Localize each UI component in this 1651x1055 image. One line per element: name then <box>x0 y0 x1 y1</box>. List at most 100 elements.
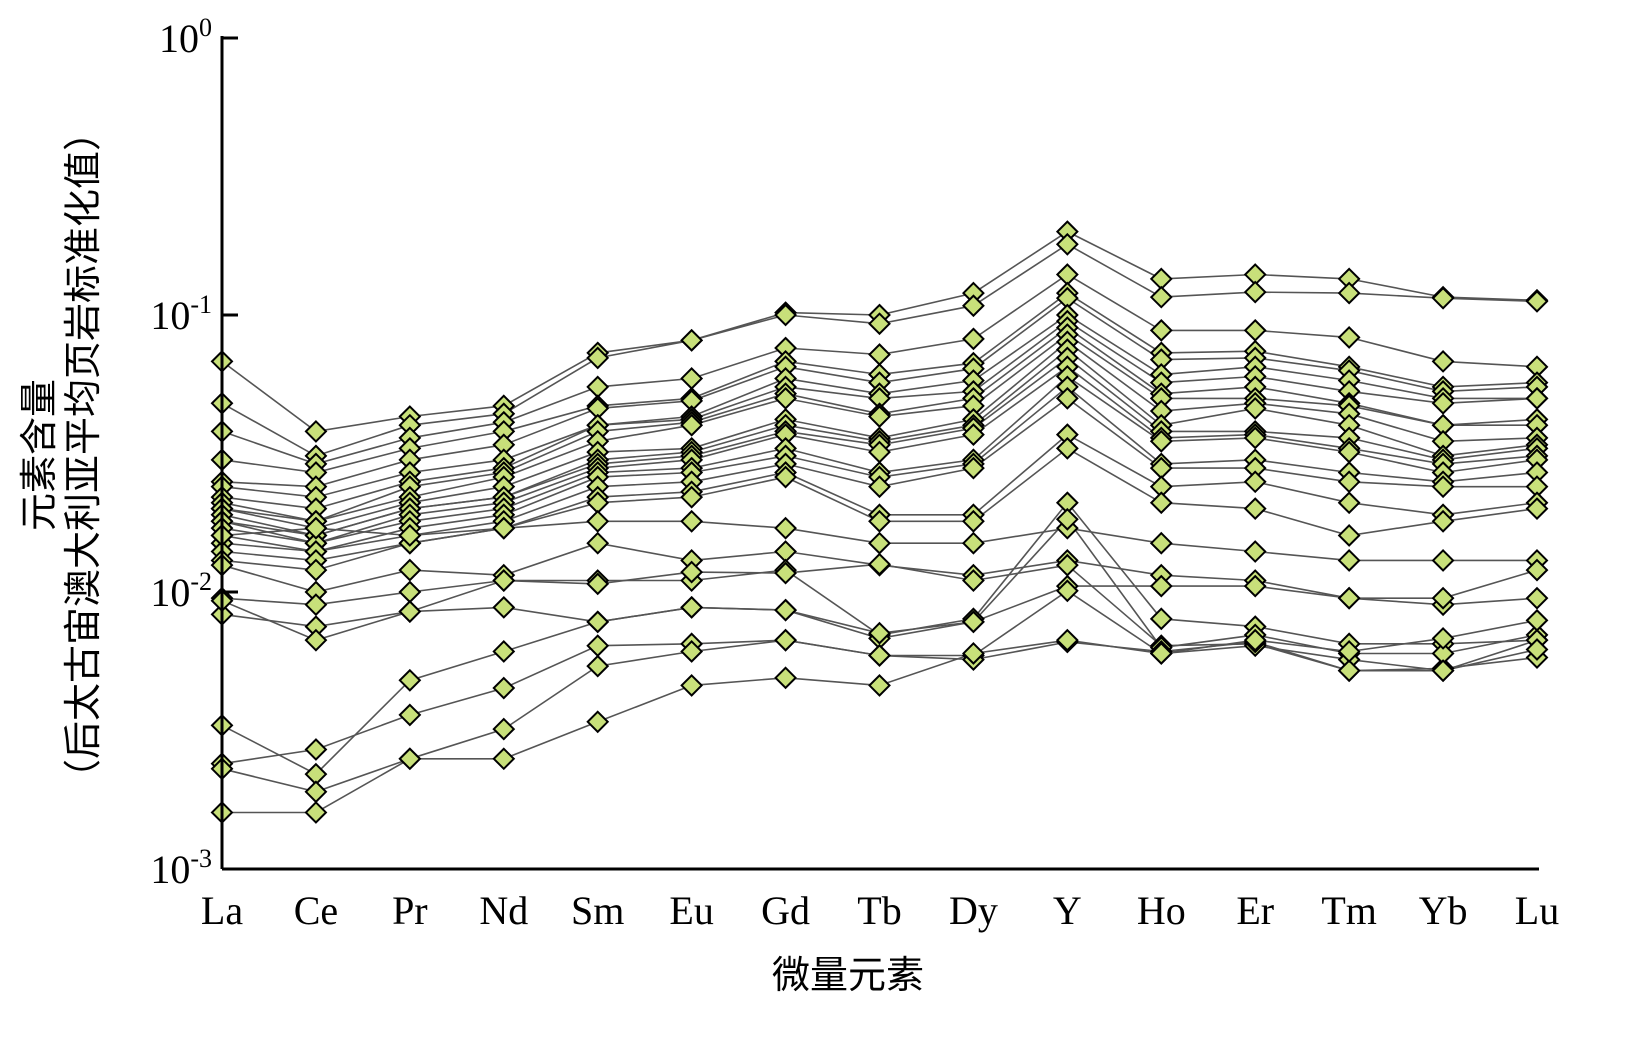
data-point-s25-Pr <box>398 703 422 727</box>
data-point-s22-Nd <box>492 595 516 619</box>
data-point-s3-Ho <box>1149 318 1173 342</box>
data-point-s26-Tb <box>868 644 891 667</box>
data-point-s23-Pr <box>398 600 422 623</box>
data-point-s2-Lu <box>1525 289 1549 313</box>
data-point-s14-Ho <box>1149 429 1173 453</box>
x-tick-label-Yb: Yb <box>1419 888 1468 933</box>
data-point-s23-Y <box>1055 553 1079 577</box>
data-point-s22-Yb <box>1431 586 1455 610</box>
data-point-s16-Tb <box>868 475 891 499</box>
data-point-s23-Dy <box>962 569 985 592</box>
data-point-s18-Y <box>1055 436 1079 460</box>
data-point-s24-Tb <box>868 621 891 645</box>
data-point-s24-Nd <box>492 640 516 663</box>
data-point-s19-Yb <box>1431 549 1455 572</box>
data-point-s27-Y <box>1055 628 1079 652</box>
data-point-s18-Ce <box>304 558 328 582</box>
data-point-s22-Lu <box>1525 558 1549 582</box>
data-point-s18-Eu <box>680 485 704 509</box>
y-tick-label: 10-2 <box>150 567 212 615</box>
x-tick-label-Pr: Pr <box>392 888 428 933</box>
data-point-s14-Er <box>1243 426 1267 450</box>
data-point-s27-Lu <box>1525 608 1549 632</box>
x-tick-label-La: La <box>201 888 243 933</box>
y-tick-label: 100 <box>159 13 212 61</box>
data-point-s26-Nd <box>492 717 516 741</box>
data-point-s3-Y <box>1055 263 1079 286</box>
data-point-s18-Er <box>1243 497 1267 521</box>
data-point-s24-Dy <box>962 610 985 634</box>
data-point-s18-Ho <box>1149 491 1173 515</box>
data-point-s27-Ho <box>1149 642 1173 665</box>
data-point-s21-Ho <box>1149 607 1173 631</box>
x-tick-label-Nd: Nd <box>479 888 528 933</box>
data-point-s2-Er <box>1243 280 1267 304</box>
x-tick-label-Ho: Ho <box>1137 888 1186 933</box>
data-point-s19-Tb <box>868 531 891 555</box>
data-point-s16-Dy <box>962 456 985 480</box>
data-point-s22-Er <box>1243 574 1267 598</box>
y-axis-title-line1: 元素含量 <box>19 379 61 531</box>
data-point-s27-Pr <box>398 747 422 771</box>
data-point-s19-Ce <box>304 516 328 540</box>
data-point-s25-Y <box>1055 579 1079 603</box>
data-point-s26-Ce <box>304 780 328 804</box>
y-axis-title-line2: （后太古宙澳大利亚平均页岩标准化值） <box>63 113 105 797</box>
data-point-s24-Y <box>1055 507 1079 531</box>
data-point-s27-Gd <box>774 666 797 690</box>
x-tick-label-Y: Y <box>1053 888 1082 933</box>
y-tick-label: 10-3 <box>150 844 212 892</box>
data-point-s26-Yb <box>1431 659 1455 683</box>
x-ticks: La Ce Pr Nd Sm Eu Gd Tb Dy Y Ho Er Tm Yb Lu <box>201 888 1559 933</box>
data-point-s3-Yb <box>1431 349 1455 373</box>
data-point-s9-Eu <box>680 413 704 437</box>
data-point-s21-Pr <box>398 580 422 604</box>
data-point-s2-Eu <box>680 328 704 352</box>
data-point-s19-Ho <box>1149 531 1173 555</box>
data-point-s19-Eu <box>680 509 704 533</box>
data-point-s26-Sm <box>586 654 610 678</box>
data-point-s19-Gd <box>774 516 797 540</box>
data-point-s27-Yb <box>1431 626 1455 650</box>
data-point-s27-Tm <box>1337 640 1361 663</box>
data-point-s19-Nd <box>492 516 516 540</box>
data-point-s27-Eu <box>680 674 704 697</box>
data-point-s24-Gd <box>774 598 797 622</box>
data-point-s27-Dy <box>962 642 985 665</box>
y-ticks: 100 10-1 10-2 10-3 <box>150 13 238 892</box>
y-axis-title: 元素含量 （后太古宙澳大利亚平均页岩标准化值） <box>19 113 105 797</box>
series-markers <box>210 220 1549 824</box>
data-point-s18-Gd <box>774 465 797 489</box>
data-point-s25-Nd <box>492 676 516 700</box>
data-point-s7-Yb <box>1431 391 1455 415</box>
x-axis-title: 微量元素 <box>772 955 924 997</box>
data-point-s19-Er <box>1243 540 1267 563</box>
data-point-s26-Eu <box>680 640 704 663</box>
data-point-s23-Eu <box>680 560 704 584</box>
data-point-s25-Ce <box>304 738 328 761</box>
data-point-s19-Dy <box>962 531 985 555</box>
data-point-s2-Tm <box>1337 281 1361 305</box>
data-point-s2-Y <box>1055 232 1079 256</box>
data-point-s3-Sm <box>586 375 610 399</box>
data-point-s24-Pr <box>398 668 422 692</box>
x-tick-label-Gd: Gd <box>761 888 810 933</box>
data-point-s19-Tm <box>1337 549 1361 572</box>
x-tick-label-Er: Er <box>1236 888 1274 933</box>
data-point-s18-Tb <box>868 509 891 533</box>
data-point-s13-Dy <box>962 423 985 447</box>
x-tick-label-Tb: Tb <box>857 888 901 933</box>
x-tick-label-Ce: Ce <box>294 888 338 933</box>
data-point-s21-Ce <box>304 593 328 617</box>
data-point-s2-Tb <box>868 312 891 336</box>
data-point-s19-Pr <box>398 524 422 547</box>
data-point-s27-Tb <box>868 674 891 697</box>
data-point-s20-Lu <box>1525 586 1549 610</box>
data-point-s2-Sm <box>586 346 610 370</box>
data-point-s11-Er <box>1243 397 1267 420</box>
x-tick-label-Dy: Dy <box>949 888 998 933</box>
data-point-s18-Tm <box>1337 524 1361 547</box>
data-point-s27-Nd <box>492 747 516 771</box>
y-tick-label: 10-1 <box>150 290 212 338</box>
